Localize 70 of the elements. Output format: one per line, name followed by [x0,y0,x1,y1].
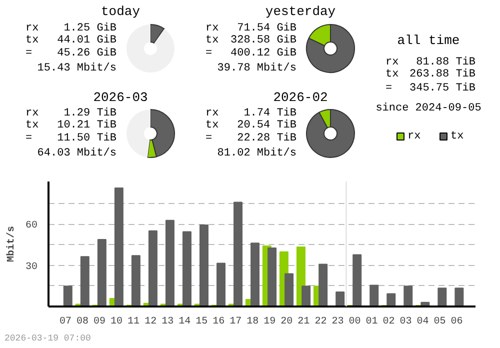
text: 64.03 Mbit/s [37,148,117,160]
text: tx [206,34,220,46]
text: = [26,132,32,144]
text: 22.28 TiB [237,132,297,144]
x-tick-label: 20 [280,316,293,328]
text: since 2024-09-05 [376,102,482,114]
x-tick-label: 04 [416,316,429,328]
text: 71.54 GiB [237,22,297,34]
y-tick-label: 30 [26,262,38,273]
x-tick-label: 23 [332,316,344,328]
text: rx [26,108,40,120]
text: 44.01 GiB [57,34,117,46]
x-tick-label: 00 [348,316,361,328]
x-tick-label: 16 [212,316,225,328]
text: = [206,132,212,144]
x-tick-label: 18 [246,316,259,328]
text: 1.74 TiB [244,108,297,120]
chart-title: 2026-02 [273,90,328,105]
text: 20.54 TiB [237,120,297,132]
x-tick-label: 17 [230,316,242,328]
x-tick-label: 03 [400,316,412,328]
text: 10.21 TiB [57,120,117,132]
chart-title: yesterday [265,4,336,19]
text: rx [26,22,40,34]
text: 2026-03-19 07:00 [4,334,91,344]
x-tick-label: 22 [314,316,327,328]
y-tick-label: 60 [26,220,38,232]
text: 400.12 GiB [230,48,297,60]
x-tick-label: 13 [162,316,174,328]
x-tick-label: 05 [434,316,446,328]
x-tick-label: 15 [196,316,208,328]
x-tick-label: 12 [144,316,157,328]
x-tick-label: 10 [110,316,123,328]
text: 1.29 TiB [64,108,117,120]
legend-label: tx [450,130,464,142]
text: rx [206,22,220,34]
text: 45.26 GiB [57,48,117,60]
x-tick-label: 19 [264,316,276,328]
x-tick-label: 21 [298,316,310,328]
text: all time [397,33,460,48]
x-tick-label: 07 [60,316,72,328]
text: 15.43 Mbit/s [37,62,117,74]
x-tick-label: 06 [450,316,463,328]
text: 328.58 GiB [230,34,297,46]
chart-title: 2026-03 [93,90,148,105]
x-tick-label: 08 [76,316,89,328]
x-tick-label: 01 [366,316,378,328]
text: tx [386,68,400,80]
x-tick-label: 14 [178,316,191,328]
text: rx [386,56,400,68]
text: = [386,82,392,94]
text: rx [206,108,220,120]
x-tick-label: 11 [128,316,140,328]
x-tick-label: 09 [94,316,106,328]
text: 39.78 Mbit/s [217,62,297,74]
text: 81.02 Mbit/s [217,148,297,160]
text: = [206,48,212,60]
chart-title: today [100,4,140,19]
y-axis-title: Mbit/s [6,226,18,262]
text: 345.75 TiB [409,82,476,94]
text: tx [26,34,40,46]
text: 11.50 TiB [57,132,117,144]
text: tx [206,120,220,132]
legend-label: rx [408,130,422,142]
x-tick-label: 02 [382,316,395,328]
text: 81.88 TiB [416,56,476,68]
text: 1.25 GiB [64,22,117,34]
text: = [26,48,32,60]
text: tx [26,120,40,132]
text: 263.88 TiB [409,68,476,80]
